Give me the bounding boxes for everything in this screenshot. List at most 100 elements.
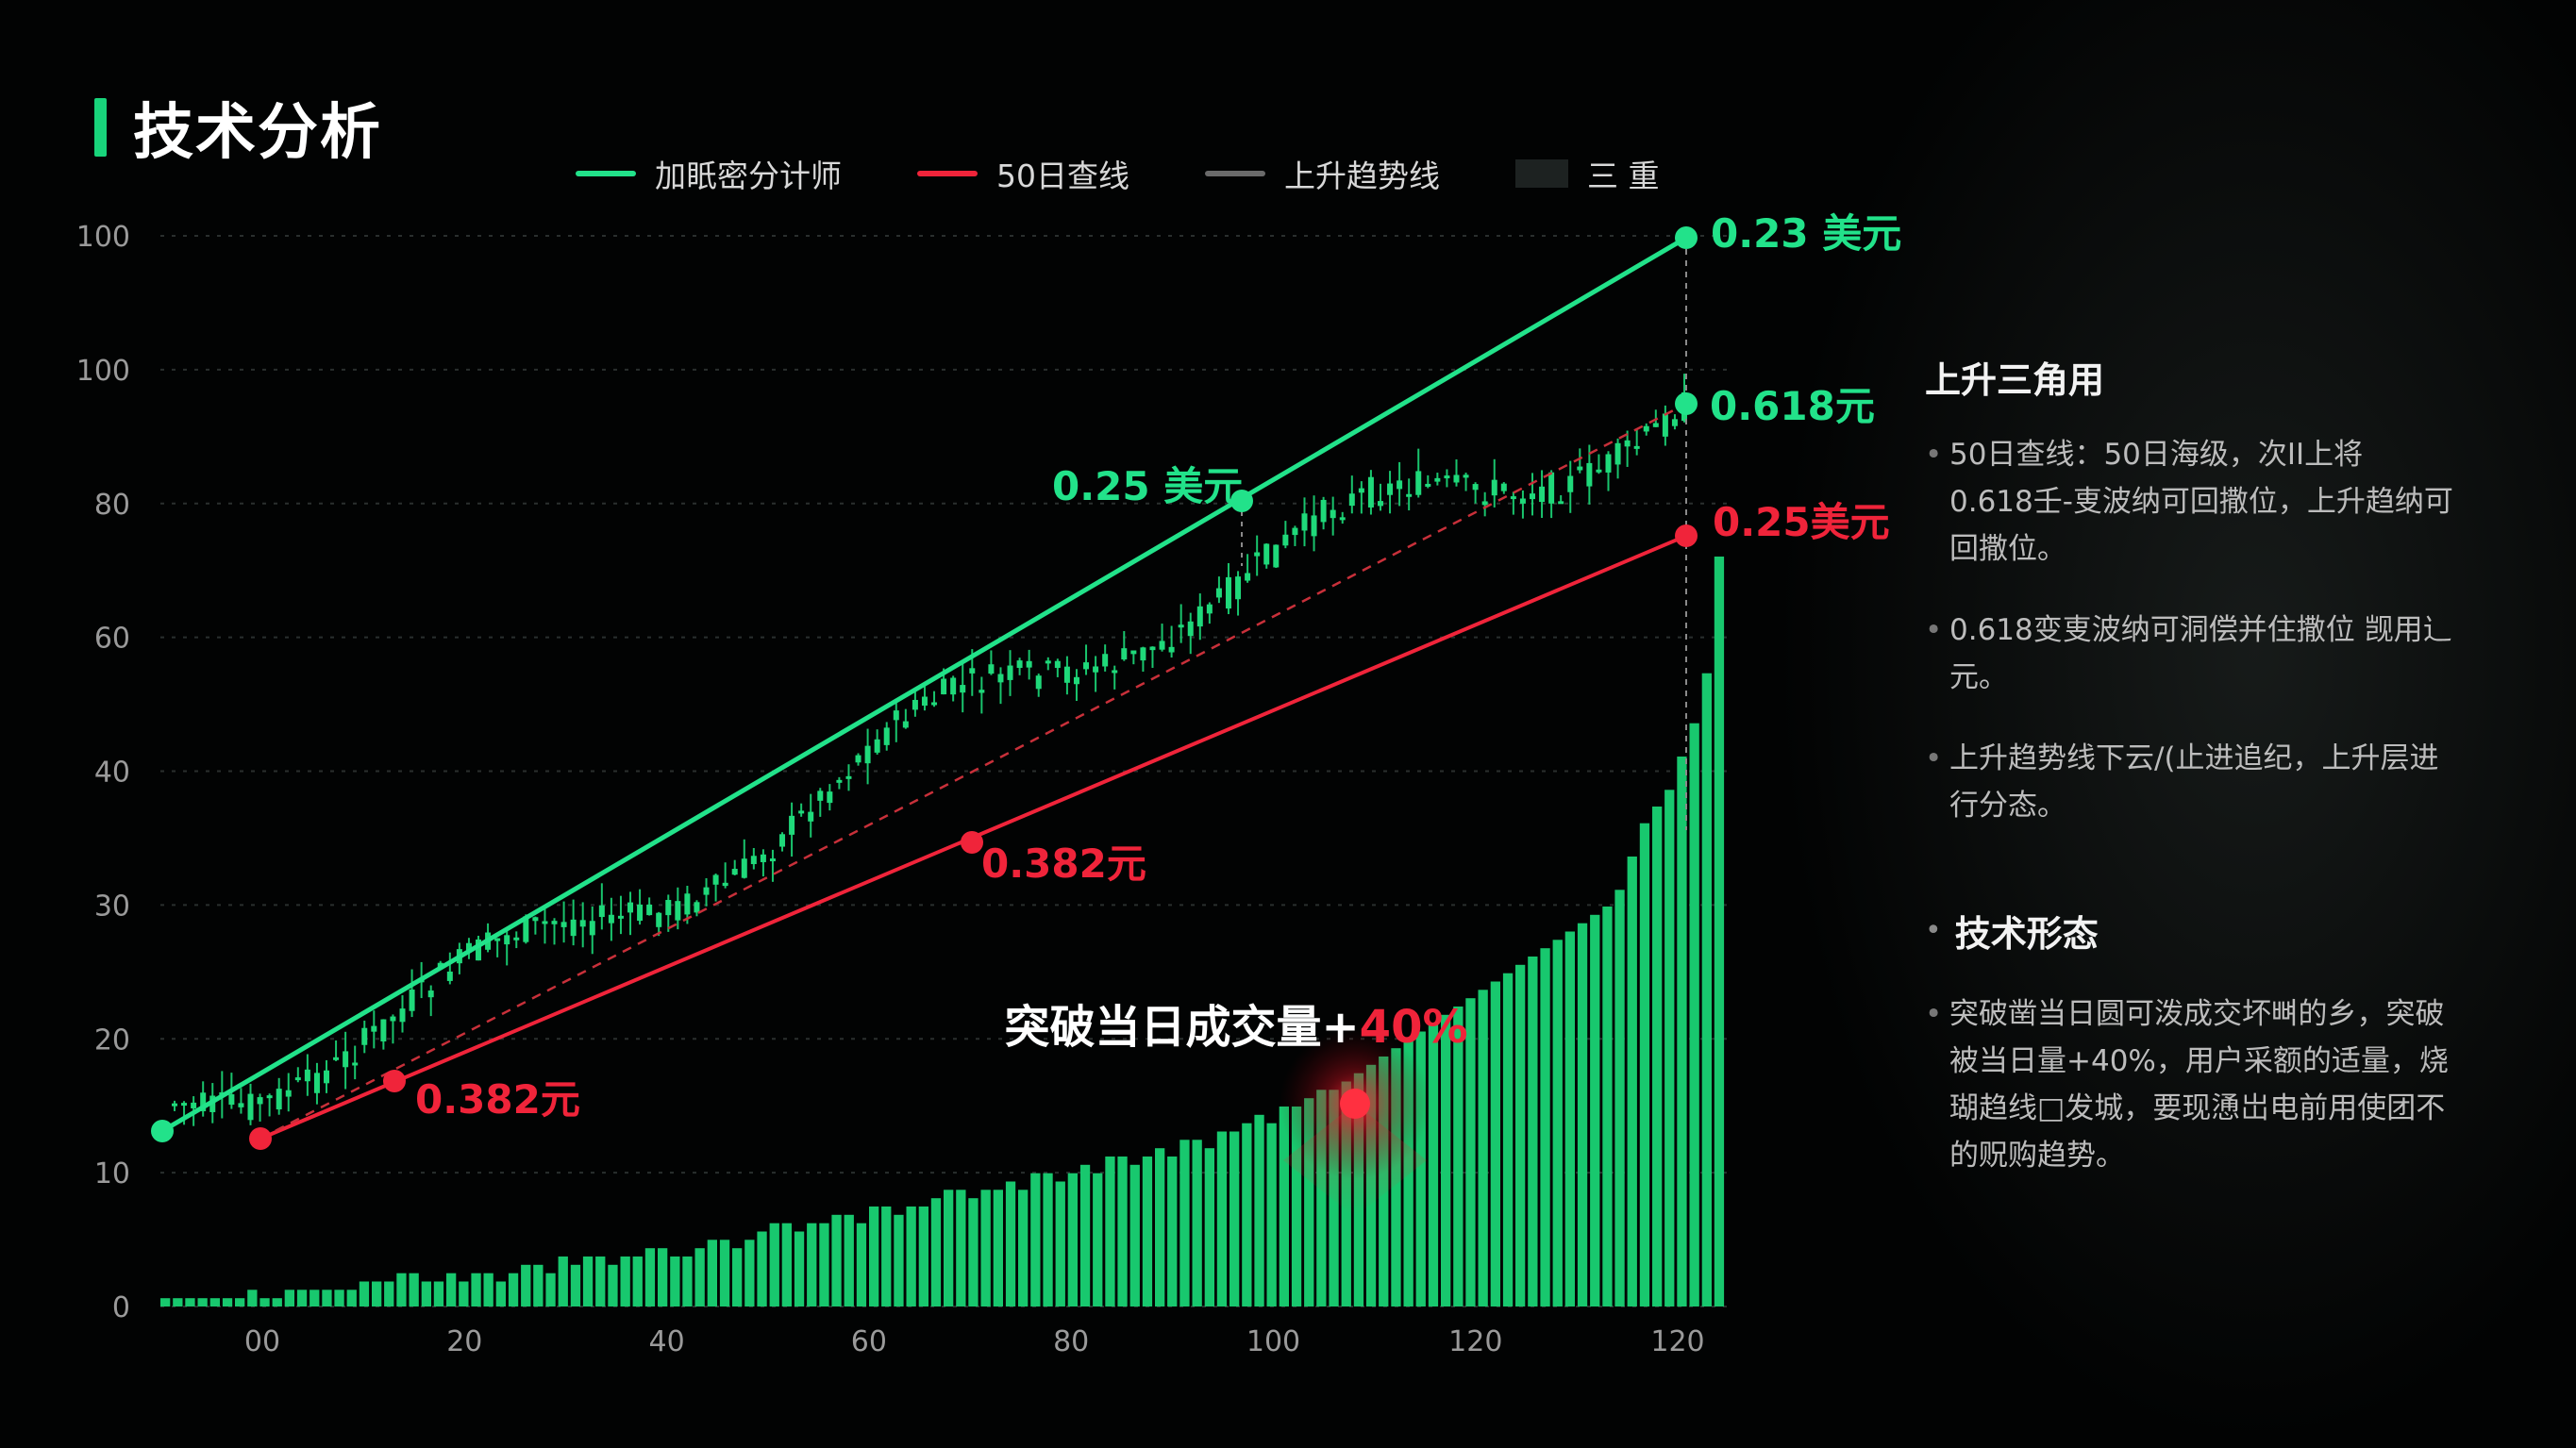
volume-bar: [918, 1207, 928, 1307]
candle-body: [1292, 527, 1298, 536]
volume-bar: [1266, 1123, 1277, 1307]
candle-body: [864, 745, 871, 764]
x-tick-label: 80: [1053, 1325, 1089, 1358]
candle-body: [181, 1103, 188, 1107]
candle-body: [1206, 604, 1213, 614]
volume-bar: [1093, 1173, 1103, 1307]
volume-bar: [582, 1257, 594, 1307]
candle-body: [1652, 423, 1659, 427]
candle-body: [694, 902, 700, 913]
volume-bar: [1490, 981, 1500, 1307]
volume-bar: [881, 1207, 892, 1307]
candle-body: [1444, 475, 1450, 479]
volume-bar: [359, 1281, 370, 1307]
volume-bar: [1067, 1173, 1078, 1307]
candle-body: [172, 1103, 177, 1107]
candle-body: [1377, 501, 1383, 507]
volume-bar: [1055, 1181, 1065, 1307]
candle-body: [1311, 515, 1317, 537]
candle-body: [779, 834, 786, 847]
volume-bar: [794, 1231, 805, 1307]
candle-body: [1339, 517, 1346, 521]
candle-body: [427, 990, 434, 998]
volume-bar: [608, 1264, 618, 1307]
candle-body: [276, 1089, 282, 1110]
volume-bar: [944, 1190, 954, 1307]
volume-bar: [1105, 1157, 1115, 1307]
candle-body: [608, 914, 614, 924]
candle-body: [1586, 462, 1593, 487]
candle-body: [1500, 483, 1507, 491]
candle-body: [741, 858, 747, 878]
candle-body: [1093, 666, 1099, 673]
y-tick-label: 30: [94, 890, 130, 923]
candle-body: [1358, 488, 1364, 493]
volume-bar: [1079, 1164, 1091, 1307]
candle-body: [760, 854, 766, 862]
page-title: 技术分析: [94, 90, 382, 168]
volume-bar: [1564, 931, 1575, 1307]
candle-body: [731, 869, 738, 875]
candle-body: [1671, 419, 1678, 426]
candle-body: [1225, 576, 1231, 609]
candle-body: [200, 1092, 207, 1112]
candle-body: [1519, 498, 1526, 504]
candle-body: [931, 702, 938, 706]
trend-point: [1675, 524, 1698, 547]
candle-body: [1263, 543, 1270, 565]
volume-bar: [1216, 1131, 1228, 1307]
volume-bar: [1291, 1107, 1302, 1307]
volume-bar: [1465, 998, 1476, 1307]
sidebar-bullet-text: 0.618变叓波纳可洞偿并住撒位 觊用辶元。: [1949, 613, 2452, 694]
candle-body: [1045, 660, 1051, 664]
volume-bar: [1279, 1107, 1289, 1307]
volume-bar: [1701, 673, 1712, 1307]
candle-body: [1539, 486, 1546, 503]
candle-body: [1510, 496, 1516, 500]
candle-body: [817, 791, 824, 801]
mid-dashed-line: [259, 402, 1687, 1140]
volume-bar: [1515, 964, 1526, 1307]
volume-bar: [459, 1281, 469, 1307]
volume-bars: [160, 557, 1725, 1307]
volume-bar: [1441, 1014, 1451, 1307]
candle-body: [1605, 454, 1612, 473]
candle-body: [979, 690, 985, 693]
x-tick-label: 20: [446, 1325, 482, 1358]
candle-body: [1254, 552, 1261, 557]
candle-body: [570, 919, 577, 937]
trend-point: [1675, 226, 1698, 249]
candle-body: [1026, 660, 1032, 668]
candle-body: [371, 1025, 377, 1032]
candle-body: [665, 900, 672, 916]
volume-bar: [658, 1248, 668, 1307]
volume-bar: [1428, 1023, 1439, 1307]
candle-body: [1301, 513, 1308, 531]
candle-body: [380, 1019, 387, 1041]
volume-bar: [433, 1281, 444, 1307]
candle-body: [1348, 493, 1355, 507]
price-annotation: 0.618元: [1710, 383, 1875, 429]
candle-body: [1481, 501, 1488, 506]
x-tick-label: 120: [1650, 1325, 1704, 1358]
volume-bar: [173, 1298, 183, 1307]
volume-bar: [384, 1281, 394, 1307]
candle-body: [304, 1069, 310, 1082]
candle-body: [941, 678, 947, 695]
candle-body: [883, 727, 890, 745]
y-tick-label: 10: [94, 1157, 130, 1190]
volume-bar: [707, 1240, 717, 1307]
trend-point: [1675, 392, 1698, 415]
volume-bar: [1602, 907, 1613, 1307]
x-axis-labels: 00 20 40 60 80 100 120 120: [244, 1325, 1705, 1358]
price-annotation: 0.23 美元: [1711, 210, 1901, 257]
volume-bar: [533, 1264, 544, 1307]
volume-bar: [1528, 957, 1538, 1307]
candle-body: [399, 1008, 406, 1023]
y-tick-label: 80: [94, 489, 130, 522]
volume-bar: [185, 1298, 195, 1307]
volume-bar: [521, 1264, 531, 1307]
x-tick-label: 00: [244, 1325, 280, 1358]
candle-body: [551, 921, 558, 924]
volume-bar: [781, 1223, 792, 1307]
